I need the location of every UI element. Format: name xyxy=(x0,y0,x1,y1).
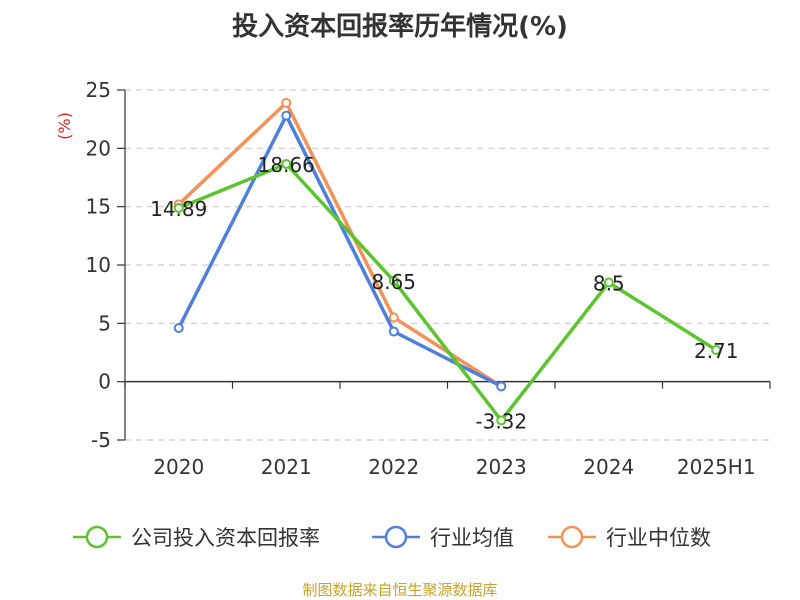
y-tick-label: 20 xyxy=(86,136,111,160)
data-label: 18.66 xyxy=(258,153,315,177)
data-point xyxy=(603,277,614,288)
y-tick-label: 0 xyxy=(98,370,111,394)
legend-label: 公司投入资本回报率 xyxy=(131,526,320,550)
chart-title: 投入资本回报率历年情况(%) xyxy=(232,12,568,42)
data-point xyxy=(711,345,722,356)
legend-label: 行业均值 xyxy=(430,526,514,550)
y-axis-label: (%) xyxy=(55,112,74,140)
data-point xyxy=(281,97,292,108)
series-line xyxy=(177,101,503,388)
y-tick-label: 25 xyxy=(86,78,111,102)
data-point xyxy=(496,381,507,392)
x-tick-label: 2023 xyxy=(476,455,527,479)
data-point xyxy=(388,312,399,323)
data-point xyxy=(281,158,292,169)
x-tick-label: 2021 xyxy=(261,455,312,479)
data-point xyxy=(388,275,399,286)
x-tick-label: 2020 xyxy=(153,455,204,479)
y-tick-label: 15 xyxy=(86,195,111,219)
y-tick-label: 5 xyxy=(98,311,111,335)
data-point xyxy=(388,326,399,337)
legend-marker xyxy=(384,525,408,549)
data-point xyxy=(173,202,184,213)
x-tick-label: 2024 xyxy=(583,455,634,479)
y-tick-label: -5 xyxy=(91,428,111,452)
y-tick-label: 10 xyxy=(86,253,111,277)
source-note: 制图数据来自恒生聚源数据库 xyxy=(302,581,498,599)
data-label: 8.5 xyxy=(593,272,625,296)
legend-marker xyxy=(85,525,109,549)
data-point xyxy=(496,415,507,426)
data-label: -3.32 xyxy=(475,409,527,433)
series-line xyxy=(178,162,718,423)
legend-label: 行业中位数 xyxy=(606,526,711,550)
data-point xyxy=(281,110,292,121)
x-tick-label: 2025H1 xyxy=(677,455,756,479)
legend-marker xyxy=(560,525,584,549)
data-point xyxy=(173,323,184,333)
data-label: 2.71 xyxy=(694,339,739,363)
data-label: 8.65 xyxy=(371,270,416,294)
data-label: 14.89 xyxy=(150,197,207,221)
x-tick-label: 2022 xyxy=(368,455,419,479)
